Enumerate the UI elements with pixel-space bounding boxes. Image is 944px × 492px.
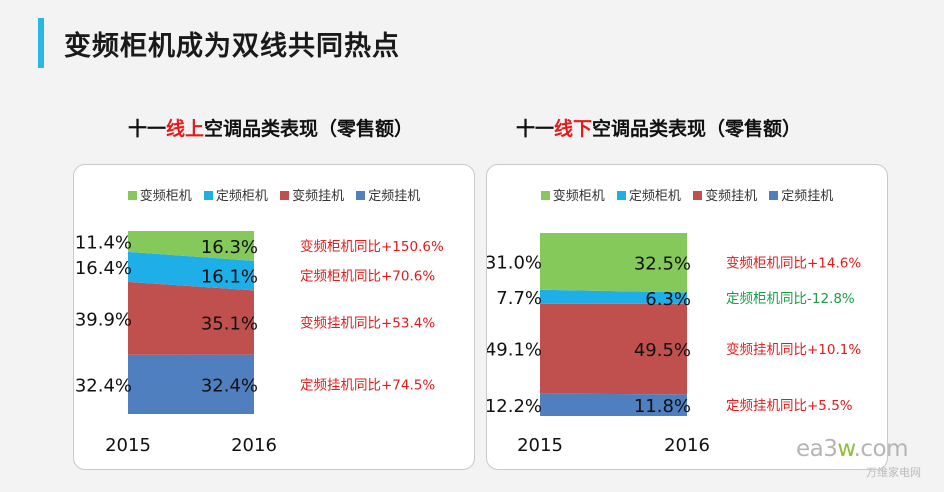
- title-prefix: 十一: [516, 118, 555, 140]
- data-label: 6.3%: [645, 289, 691, 310]
- title-prefix: 十一: [128, 118, 167, 140]
- legend-item-fixed-floor: 定频柜机: [203, 185, 268, 204]
- online-stacked-area-chart: 32.4% 32.4% 定频挂机同比+74.5% 39.9% 35.1% 变频挂机同比+5…: [75, 231, 444, 456]
- legend-item-inverter-floor: 变频柜机: [127, 185, 192, 204]
- legend-swatch: [769, 191, 779, 200]
- legend-item-fixed-floor: 定频柜机: [616, 185, 681, 204]
- legend-item-fixed-wall: 定频挂机: [356, 185, 420, 204]
- legend-swatch: [616, 191, 626, 200]
- legend-swatch: [540, 191, 550, 200]
- legend-label: 变频柜机: [552, 189, 605, 204]
- area-band: [540, 233, 687, 293]
- offline-chart-title: 十一线下空调品类表现（零售额）: [516, 114, 801, 141]
- online-chart-title: 十一线上空调品类表现（零售额）: [128, 114, 413, 141]
- data-label: 32.4%: [75, 375, 132, 396]
- area-band: [540, 303, 687, 395]
- yoy-annotation: 变频柜机同比+14.6%: [726, 256, 861, 272]
- title-accent-bar: [38, 18, 44, 68]
- data-label: 16.3%: [201, 237, 258, 258]
- page-title: 变频柜机成为双线共同热点: [64, 31, 400, 62]
- legend-item-inverter-floor: 变频柜机: [540, 185, 605, 204]
- chart-legend: 变频柜机 定频柜机 变频挂机 定频挂机: [74, 185, 474, 204]
- legend-label: 定频柜机: [628, 189, 681, 204]
- yoy-annotation: 变频柜机同比+150.6%: [300, 239, 444, 255]
- legend-label: 定频柜机: [215, 189, 268, 204]
- area-band: [128, 281, 254, 355]
- watermark-part: w: [837, 436, 854, 462]
- title-highlight: 线上: [166, 118, 205, 140]
- legend-label: 变频柜机: [139, 189, 192, 204]
- watermark-subtitle: 万维家电网: [866, 466, 921, 479]
- legend-swatch: [203, 191, 213, 200]
- legend-label: 定频挂机: [368, 189, 421, 204]
- offline-stacked-area-chart: 12.2% 11.8% 定频挂机同比+5.5% 49.1% 49.5% 变频挂机同比+10…: [487, 233, 861, 456]
- legend-item-fixed-wall: 定频挂机: [769, 185, 833, 204]
- data-label: 16.1%: [201, 267, 258, 288]
- x-tick-label: 2016: [231, 435, 277, 456]
- legend-label: 变频挂机: [292, 189, 345, 204]
- watermark-logo: ea3w.com 万维家电网: [796, 436, 921, 479]
- data-label: 16.4%: [75, 258, 132, 279]
- watermark-part: ea3: [796, 436, 838, 462]
- x-tick-label: 2016: [664, 435, 710, 456]
- yoy-annotation: 定频挂机同比+5.5%: [726, 398, 853, 414]
- data-label: 32.5%: [634, 254, 691, 275]
- area-band: [128, 354, 254, 414]
- yoy-annotation: 定频挂机同比+74.5%: [300, 377, 435, 393]
- data-label: 7.7%: [496, 288, 542, 309]
- data-label: 12.2%: [487, 396, 542, 417]
- title-suffix: 空调品类表现（零售额）: [592, 118, 802, 140]
- x-tick-label: 2015: [517, 435, 563, 456]
- data-label: 49.1%: [487, 340, 542, 361]
- data-label: 39.9%: [75, 309, 132, 330]
- area-band: [128, 251, 254, 291]
- x-tick-label: 2015: [105, 435, 151, 456]
- legend-label: 定频挂机: [781, 189, 834, 204]
- data-label: 49.5%: [634, 340, 691, 361]
- watermark-wordmark: ea3w.com: [796, 436, 909, 462]
- yoy-annotation: 变频挂机同比+53.4%: [300, 316, 435, 332]
- data-label: 35.1%: [201, 314, 258, 335]
- legend-swatch: [280, 191, 290, 200]
- title-suffix: 空调品类表现（零售额）: [204, 118, 414, 140]
- area-band: [128, 231, 254, 261]
- yoy-annotation: 定频柜机同比+70.6%: [300, 269, 435, 285]
- legend-swatch: [693, 191, 703, 200]
- legend-swatch: [127, 191, 137, 200]
- legend-item-inverter-wall: 变频挂机: [280, 185, 344, 204]
- legend-swatch: [356, 191, 366, 200]
- title-highlight: 线下: [554, 118, 593, 140]
- watermark-part: .com: [853, 436, 909, 462]
- area-band: [540, 393, 687, 416]
- legend-label: 变频挂机: [705, 189, 758, 204]
- data-label: 31.0%: [487, 252, 542, 273]
- data-label: 32.4%: [201, 375, 258, 396]
- yoy-annotation: 变频挂机同比+10.1%: [726, 342, 861, 358]
- data-label: 11.8%: [634, 396, 691, 417]
- data-label: 11.4%: [75, 232, 132, 253]
- legend-item-inverter-wall: 变频挂机: [693, 185, 757, 204]
- online-chart-panel: 变频柜机 定频柜机 变频挂机 定频挂机 32.4% 32.4% 定频挂机同比+74.…: [73, 164, 475, 470]
- chart-legend: 变频柜机 定频柜机 变频挂机 定频挂机: [487, 185, 887, 204]
- offline-chart-panel: 变频柜机 定频柜机 变频挂机 定频挂机 12.2% 11.8% 定频挂机同比+5.5…: [486, 164, 888, 470]
- yoy-annotation: 定频柜机同比-12.8%: [726, 291, 855, 307]
- area-band: [540, 289, 687, 304]
